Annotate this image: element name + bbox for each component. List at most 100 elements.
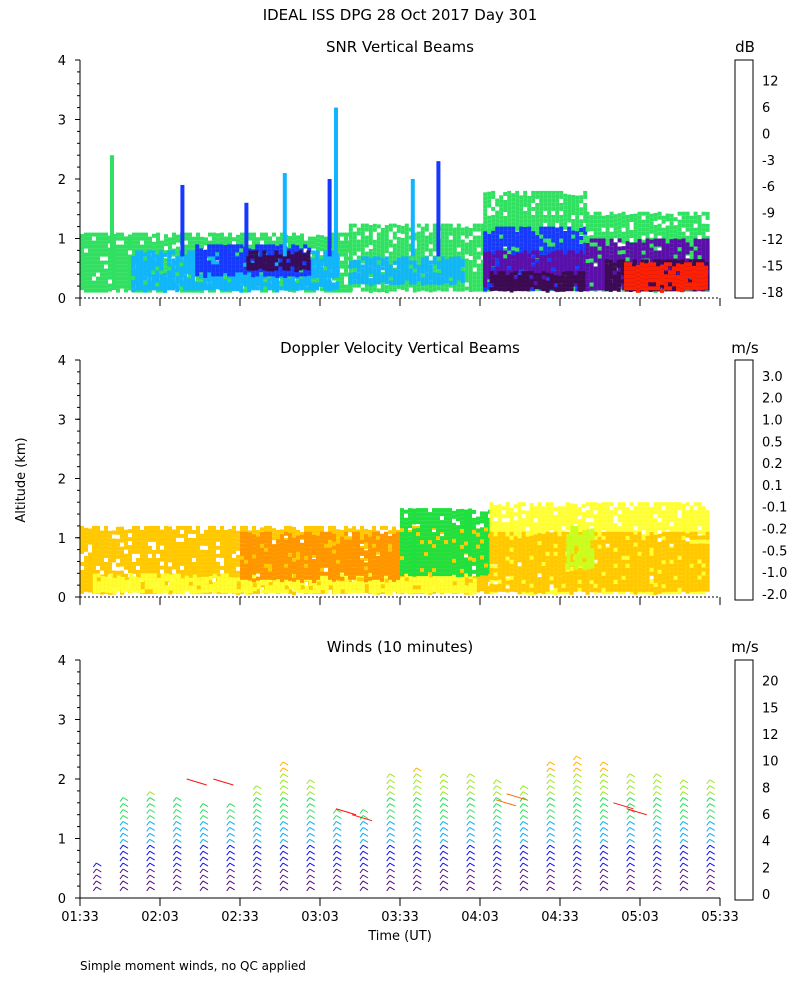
heatmap-cell: [92, 542, 96, 546]
heatmap-cell: [449, 252, 453, 256]
heatmap-cell: [445, 248, 449, 252]
heatmap-cell: [393, 236, 397, 240]
heatmap-cell: [503, 192, 507, 196]
heatmap-cell: [344, 241, 348, 245]
heatmap-cell: [288, 236, 292, 240]
heatmap-cell: [554, 287, 558, 291]
heatmap-cell: [477, 276, 481, 280]
heatmap-cell: [518, 283, 522, 287]
heatmap-cell: [491, 195, 495, 199]
heatmap-cell: [555, 215, 559, 219]
heatmap-cell: [518, 275, 522, 279]
heatmap-cell: [510, 273, 514, 277]
heatmap-cell: [361, 224, 365, 228]
heatmap-cell: [266, 267, 270, 271]
heatmap-cell: [147, 278, 151, 282]
heatmap-cell: [648, 286, 652, 290]
heatmap-cell: [264, 237, 268, 241]
heatmap-cell: [575, 243, 579, 247]
heatmap-cell: [559, 254, 563, 258]
heatmap-cell: [171, 282, 175, 286]
heatmap-cell: [104, 285, 108, 289]
heatmap-cell: [187, 282, 191, 286]
heatmap-cell: [518, 287, 522, 291]
heatmap-cell: [598, 243, 602, 247]
heatmap-cell: [385, 276, 389, 280]
heatmap-cell: [108, 535, 112, 539]
heatmap-cell: [700, 274, 704, 278]
heatmap-cell: [642, 212, 646, 216]
heatmap-cell: [353, 272, 357, 276]
heatmap-cell: [674, 217, 678, 221]
heatmap-cell: [582, 283, 586, 287]
heatmap-cell: [445, 272, 449, 276]
heatmap-cell: [626, 215, 630, 219]
heatmap-cell: [700, 286, 704, 290]
heatmap-cell: [92, 245, 96, 249]
heatmap-cell: [531, 266, 535, 270]
heatmap-cell: [216, 237, 220, 241]
heatmap-cell: [662, 216, 666, 220]
heatmap-cell: [469, 244, 473, 248]
heatmap-cell: [555, 266, 559, 270]
heatmap-cell: [433, 260, 437, 264]
heatmap-cell: [267, 278, 271, 282]
heatmap-cell: [357, 256, 361, 260]
heatmap-cell: [104, 249, 108, 253]
heatmap-cell: [279, 244, 283, 248]
heatmap-cell: [473, 284, 477, 288]
heatmap-cell: [148, 534, 152, 538]
heatmap-cell: [397, 253, 401, 257]
heatmap-cell: [502, 275, 506, 279]
heatmap-cell: [219, 264, 223, 268]
heatmap-cell: [483, 204, 487, 208]
heatmap-cell: [340, 253, 344, 257]
heatmap-cell: [128, 235, 132, 239]
heatmap-cell: [626, 227, 630, 231]
heatmap-cell: [152, 246, 156, 250]
heatmap-cell: [373, 272, 377, 276]
heatmap-cell: [315, 266, 319, 270]
heatmap-cell: [397, 261, 401, 265]
heatmap-cell: [187, 258, 191, 262]
colorbar-frame: [735, 60, 753, 298]
heatmap-cell: [499, 262, 503, 266]
heatmap-cell: [566, 279, 570, 283]
heatmap-cell: [515, 253, 519, 257]
heatmap-cell: [522, 279, 526, 283]
heatmap-cell: [144, 566, 148, 570]
colorbar-tick-label: -18: [762, 286, 783, 301]
heatmap-cell: [429, 248, 433, 252]
heatmap-cell: [349, 256, 353, 260]
heatmap-cell: [682, 216, 686, 220]
heatmap-cell: [167, 278, 171, 282]
heatmap-cell: [92, 534, 96, 538]
heatmap-region: [246, 250, 310, 272]
heatmap-cell: [682, 232, 686, 236]
heatmap-cell: [522, 271, 526, 275]
heatmap-cell: [373, 276, 377, 280]
heatmap-cell: [116, 289, 120, 293]
heatmap-cell: [349, 288, 353, 292]
snr-plume: [110, 155, 114, 256]
heatmap-cell: [124, 252, 128, 256]
heatmap-cell: [413, 289, 417, 293]
heatmap-cell: [112, 274, 116, 278]
heatmap-cell: [666, 256, 670, 260]
heatmap-cell: [100, 241, 104, 245]
heatmap-cell: [136, 237, 140, 241]
heatmap-cell: [453, 265, 457, 269]
heatmap-cell: [211, 282, 215, 286]
heatmap-cell: [582, 275, 586, 279]
heatmap-cell: [465, 259, 469, 263]
heatmap-cell: [624, 274, 628, 278]
heatmap-cell: [267, 272, 271, 276]
heatmap-cell: [598, 267, 602, 271]
heatmap-cell: [191, 286, 195, 290]
heatmap-cell: [542, 283, 546, 287]
heatmap-cell: [124, 538, 128, 542]
heatmap-cell: [252, 237, 256, 241]
heatmap-cell: [373, 228, 377, 232]
heatmap-cell: [638, 247, 642, 251]
heatmap-cell: [652, 270, 656, 274]
